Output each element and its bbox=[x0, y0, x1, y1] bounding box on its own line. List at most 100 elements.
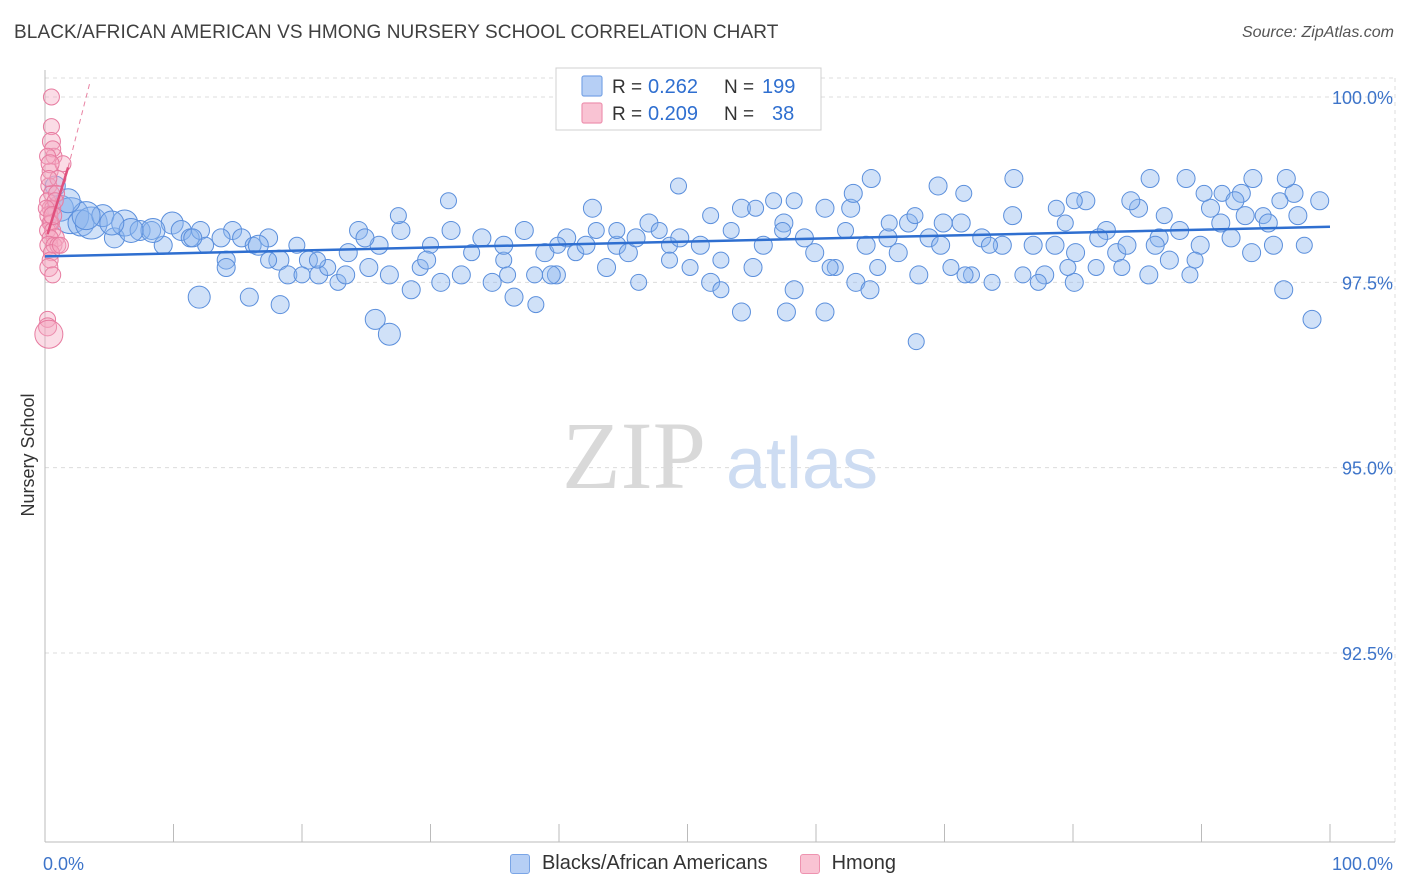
point-blacks-161 bbox=[1029, 273, 1047, 291]
point-blacks-85 bbox=[942, 259, 960, 277]
point-blacks-27 bbox=[338, 243, 358, 263]
point-blacks-148 bbox=[439, 192, 457, 210]
point-blacks-160 bbox=[907, 333, 925, 351]
point-blacks-118 bbox=[1284, 183, 1304, 203]
point-blacks-198 bbox=[1271, 192, 1289, 210]
point-blacks-92 bbox=[1014, 266, 1032, 284]
point-blacks-33 bbox=[401, 280, 421, 300]
point-blacks-128 bbox=[906, 207, 924, 225]
point-blacks-44 bbox=[514, 220, 534, 240]
point-blacks-163 bbox=[712, 281, 730, 299]
point-blacks-170 bbox=[1145, 235, 1165, 255]
trend-line-hmong-extension bbox=[67, 82, 91, 168]
point-blacks-132 bbox=[1121, 191, 1141, 211]
watermark-zip: ZIP bbox=[562, 402, 706, 509]
point-blacks-28 bbox=[349, 220, 369, 240]
legend-label-blacks: Blacks/African Americans bbox=[541, 852, 768, 874]
point-blacks-60 bbox=[681, 259, 699, 277]
point-blacks-114 bbox=[1242, 243, 1262, 263]
point-blacks-6 bbox=[111, 209, 139, 237]
point-blacks-116 bbox=[1263, 235, 1283, 255]
point-blacks-34 bbox=[411, 259, 429, 277]
point-blacks-196 bbox=[1186, 251, 1204, 269]
point-blacks-109 bbox=[1190, 235, 1210, 255]
point-blacks-51 bbox=[587, 221, 605, 239]
point-blacks-95 bbox=[1045, 235, 1065, 255]
point-blacks-72 bbox=[805, 243, 825, 263]
point-blacks-26 bbox=[329, 273, 347, 291]
y-tick-label-2: 95.0% bbox=[1342, 459, 1393, 479]
point-blacks-59 bbox=[670, 228, 690, 248]
point-blacks-139 bbox=[1065, 192, 1083, 210]
y-axis-label: Nursery School bbox=[18, 393, 38, 516]
point-blacks-29 bbox=[359, 258, 379, 278]
point-blacks-102 bbox=[1117, 235, 1137, 255]
point-blacks-191 bbox=[821, 259, 839, 277]
point-blacks-156 bbox=[364, 308, 386, 330]
point-blacks-145 bbox=[608, 221, 626, 239]
point-blacks-90 bbox=[992, 235, 1012, 255]
point-blacks-117 bbox=[1274, 280, 1294, 300]
series-blacks-points bbox=[44, 169, 1330, 351]
point-blacks-120 bbox=[1302, 309, 1322, 329]
point-blacks-192 bbox=[860, 280, 880, 300]
legend-item-hmong: Hmong bbox=[799, 852, 897, 875]
point-blacks-197 bbox=[1235, 206, 1255, 226]
point-blacks-172 bbox=[1225, 191, 1245, 211]
watermark-atlas: atlas bbox=[726, 424, 878, 504]
point-blacks-186 bbox=[99, 210, 125, 236]
point-blacks-133 bbox=[1176, 169, 1196, 189]
point-blacks-183 bbox=[183, 228, 203, 248]
point-blacks-144 bbox=[626, 228, 646, 248]
x-tick-label-right: 100.0% bbox=[1332, 854, 1393, 874]
point-blacks-52 bbox=[597, 258, 617, 278]
legend-swatch-hmong-bottom bbox=[799, 853, 820, 874]
legend-r-label-blacks: R = bbox=[612, 77, 642, 98]
point-blacks-127 bbox=[841, 198, 861, 218]
point-blacks-48 bbox=[557, 228, 577, 248]
point-blacks-185 bbox=[118, 217, 144, 243]
point-hmong-24 bbox=[39, 310, 57, 328]
y-tick-label-1: 97.5% bbox=[1342, 273, 1393, 293]
point-blacks-35 bbox=[422, 236, 439, 254]
point-blacks-108 bbox=[1181, 266, 1199, 284]
point-blacks-82 bbox=[909, 265, 929, 285]
point-blacks-74 bbox=[826, 259, 844, 277]
chart-title: BLACK/AFRICAN AMERICAN VS HMONG NURSERY … bbox=[14, 22, 779, 43]
point-hmong-1 bbox=[42, 118, 60, 136]
x-tick-label-left: 0.0% bbox=[43, 854, 84, 874]
point-blacks-112 bbox=[1221, 228, 1241, 248]
point-blacks-65 bbox=[731, 302, 751, 322]
point-blacks-78 bbox=[869, 259, 887, 277]
trend-line-blacks bbox=[44, 225, 1331, 258]
point-blacks-40 bbox=[472, 228, 492, 248]
legend-label-hmong: Hmong bbox=[831, 852, 897, 874]
y-tick-label-0: 100.0% bbox=[1332, 88, 1393, 108]
point-blacks-130 bbox=[1004, 169, 1024, 189]
point-blacks-68 bbox=[765, 192, 783, 210]
point-blacks-138 bbox=[1140, 169, 1160, 189]
point-blacks-135 bbox=[1276, 169, 1296, 189]
point-blacks-158 bbox=[776, 302, 796, 322]
point-blacks-57 bbox=[650, 221, 668, 239]
point-blacks-136 bbox=[1195, 184, 1213, 202]
point-blacks-39 bbox=[463, 244, 481, 262]
trend-line-hmong bbox=[46, 167, 70, 235]
point-blacks-53 bbox=[607, 235, 627, 255]
legend-swatch-hmong bbox=[581, 102, 603, 124]
point-blacks-3 bbox=[74, 206, 108, 240]
legend-swatch-blacks-bottom bbox=[509, 853, 530, 874]
point-blacks-38 bbox=[451, 265, 471, 285]
point-blacks-31 bbox=[379, 265, 399, 285]
chart-source: Source: ZipAtlas.com bbox=[1241, 24, 1394, 41]
point-hmong-33 bbox=[51, 236, 69, 254]
point-blacks-75 bbox=[837, 221, 855, 239]
point-blacks-168 bbox=[980, 236, 998, 254]
point-blacks-154 bbox=[216, 258, 236, 278]
point-blacks-151 bbox=[308, 251, 326, 269]
stats-legend: R = 0.262 N = 199 R = 0.209 N = 38 bbox=[555, 67, 822, 131]
point-hmong-25 bbox=[38, 317, 58, 337]
point-blacks-187 bbox=[71, 201, 101, 231]
point-blacks-195 bbox=[1113, 259, 1131, 277]
point-blacks-177 bbox=[417, 250, 437, 270]
